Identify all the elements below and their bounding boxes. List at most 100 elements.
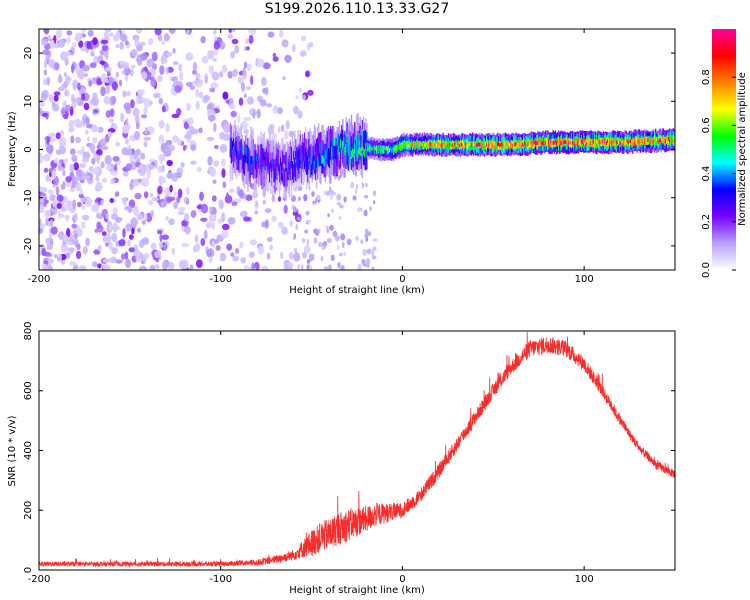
spectrogram-cell	[384, 146, 386, 155]
spectrogram-cell	[305, 70, 310, 78]
spectrogram-cell	[558, 139, 560, 144]
spectrogram-cell	[645, 138, 647, 142]
spectrogram-cell	[232, 140, 234, 150]
spectrogram-cell	[177, 210, 185, 216]
spectrogram-cell	[129, 154, 134, 162]
spectrogram-cell	[357, 263, 362, 270]
spectrogram-cell	[93, 55, 99, 65]
spectrogram-cell	[137, 227, 141, 233]
spectrogram-cell	[524, 140, 526, 145]
spectrogram-cell	[64, 158, 69, 163]
spectrogram-cell	[480, 141, 482, 146]
spectrogram-cell	[484, 141, 487, 146]
spectrogram-cell	[125, 117, 129, 127]
spectrogram-cell	[562, 140, 564, 145]
spectrogram-cell	[574, 141, 576, 146]
spectrogram-ytick-label: -20	[23, 238, 34, 254]
spectrogram-cell	[289, 141, 292, 176]
spectrogram-cell	[159, 65, 165, 76]
spectrogram-cell	[619, 141, 621, 146]
spectrogram-cell	[401, 145, 403, 149]
spectrogram-cell	[209, 206, 213, 213]
spectrogram-cell	[669, 134, 671, 143]
spectrogram-cell	[607, 139, 609, 143]
spectrogram-cell	[346, 147, 348, 166]
spectrogram-cell	[172, 135, 179, 143]
spectrogram-cell	[391, 148, 393, 153]
spectrogram-cell	[353, 139, 355, 158]
spectrogram-cell	[655, 137, 657, 142]
spectrogram-cell	[522, 142, 524, 147]
spectrogram-cell	[77, 201, 82, 208]
spectrogram-cell	[636, 139, 638, 144]
spectrogram-cell	[100, 161, 105, 169]
spectrogram-cell	[311, 191, 315, 197]
spectrogram-cell	[44, 209, 51, 218]
spectrogram-cell	[631, 140, 633, 144]
spectrogram-cell	[141, 237, 150, 245]
spectrogram-cell	[547, 139, 549, 144]
spectrogram-cell	[281, 226, 288, 235]
spectrogram-cell	[641, 139, 644, 143]
spectrogram-cell	[340, 265, 345, 270]
spectrogram-cell	[141, 71, 148, 80]
spectrogram-cell	[298, 155, 300, 175]
spectrogram-cell	[89, 62, 97, 69]
spectrogram-cell	[668, 137, 670, 141]
spectrogram-cell	[151, 197, 160, 202]
snr-xtick-label: 100	[575, 574, 594, 585]
spectrogram-cell	[363, 194, 369, 199]
spectrogram-cell	[124, 252, 129, 260]
spectrogram-cell	[55, 185, 60, 196]
spectrogram-cell	[298, 88, 302, 93]
spectrogram-cell	[256, 152, 258, 161]
spectrogram-cell	[273, 163, 275, 182]
spectrogram-cell	[149, 264, 156, 270]
spectrogram-cell	[330, 191, 333, 197]
spectrogram-cell	[221, 212, 226, 223]
spectrogram-cell	[96, 148, 103, 156]
spectrogram-cell	[286, 170, 288, 180]
spectrogram-cell	[344, 131, 346, 150]
spectrogram-cell	[251, 262, 255, 270]
spectrogram-cell	[635, 139, 637, 144]
spectrogram-cell	[577, 139, 579, 144]
spectrogram-cell	[669, 139, 671, 144]
spectrogram-cell	[100, 199, 104, 206]
spectrogram-cell	[590, 140, 593, 145]
spectrogram-cell	[80, 29, 87, 33]
spectrogram-cell	[58, 39, 65, 48]
spectrogram-cell	[377, 147, 379, 152]
spectrogram-cell	[230, 155, 233, 164]
spectrogram-cell	[79, 163, 87, 168]
spectrogram-cell	[100, 39, 109, 45]
spectrogram-cell	[585, 140, 587, 144]
spectrogram-cell	[663, 139, 666, 144]
spectrogram-cell	[230, 110, 237, 118]
spectrogram-cell	[237, 76, 242, 84]
spectrogram-cell	[165, 123, 170, 133]
spectrogram-cell	[112, 207, 119, 214]
spectrogram-cell	[243, 265, 250, 270]
spectrogram-cell	[455, 139, 457, 148]
spectrogram-cell	[462, 143, 464, 148]
spectrogram-cell	[296, 159, 298, 168]
spectrogram-cell	[338, 216, 342, 221]
spectrogram-cell	[269, 143, 271, 178]
spectrogram-cell	[371, 147, 373, 152]
spectrogram-cell	[629, 139, 632, 144]
spectrogram-cell	[256, 58, 265, 68]
spectrogram-cell	[91, 261, 98, 268]
spectrogram-cell	[39, 195, 45, 204]
spectrogram-cell	[414, 142, 416, 147]
spectrogram-cell	[453, 142, 455, 147]
spectrogram-cell	[504, 141, 506, 146]
spectrogram-cell	[53, 95, 59, 102]
spectrogram-cell	[49, 39, 55, 49]
spectrogram-cell	[59, 213, 65, 218]
spectrogram-cell	[496, 142, 499, 146]
spectrogram-cell	[266, 236, 273, 242]
spectrogram-cell	[540, 140, 542, 145]
spectrogram-cell	[324, 151, 327, 160]
